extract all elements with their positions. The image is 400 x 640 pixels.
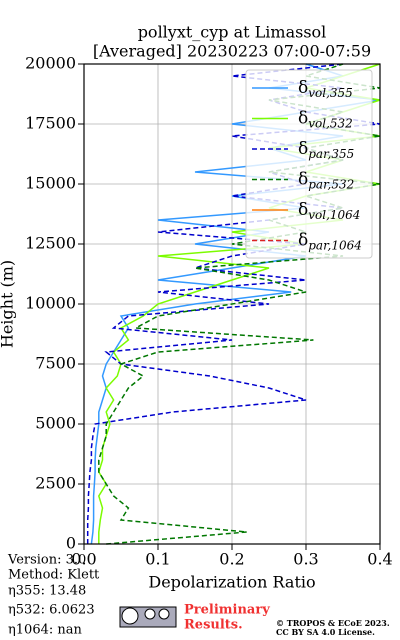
- info-line: Method: Klett: [8, 568, 100, 583]
- cc-logo: [119, 606, 177, 628]
- chart-subtitle: [Averaged] 20230223 07:00-07:59: [93, 42, 371, 61]
- license: © TROPOS & ECoE 2023.: [276, 618, 390, 628]
- legend-label: δpar,355: [298, 139, 354, 161]
- legend-label: δvol,355: [298, 78, 353, 100]
- x-tick-label: 0.2: [219, 550, 244, 569]
- x-tick-label: 0.4: [367, 550, 392, 569]
- legend-label: δpar,1064: [298, 230, 362, 252]
- legend-label: δpar,532: [298, 169, 354, 191]
- y-tick-label: 20000: [25, 54, 76, 73]
- plot-frame: [83, 63, 381, 545]
- y-tick-label: 7500: [35, 354, 76, 373]
- y-tick-label: 10000: [25, 294, 76, 313]
- info-line: η532: 6.0623: [8, 603, 95, 618]
- x-axis-label: Depolarization Ratio: [148, 573, 315, 592]
- info: Version: 3.0 Method: Klett η355: 13.48 η…: [7, 553, 100, 638]
- notice: Preliminary: [184, 603, 270, 618]
- notice: Results.: [184, 618, 243, 633]
- y-tick-label: 5000: [35, 414, 76, 433]
- x-tick-label: 0.0: [71, 550, 96, 569]
- info-line: η1064: nan: [8, 623, 83, 638]
- chart-title: pollyxt_cyp at Limassol: [138, 23, 327, 42]
- y-tick-label: 17500: [25, 114, 76, 133]
- y-tick-label: 12500: [25, 234, 76, 253]
- y-tick-label: 2500: [35, 474, 76, 493]
- license: CC BY SA 4.0 License.: [276, 627, 375, 637]
- x-tick-label: 0.3: [293, 550, 318, 569]
- info-line: Version: 3.0: [7, 553, 86, 568]
- legend-label: δvol,532: [298, 108, 353, 130]
- y-tick-label: 15000: [25, 174, 76, 193]
- legend: δvol,355 δvol,532 δpar,355 δpar,532 δvol,106…: [245, 69, 373, 259]
- x-tick-label: 0.1: [145, 550, 170, 569]
- legend-box: [245, 69, 373, 259]
- legend-label: δvol,1064: [298, 200, 360, 222]
- y-tick-label: 0: [66, 534, 76, 553]
- info-line: η355: 13.48: [8, 584, 86, 599]
- y-axis-label: Height (m): [0, 260, 17, 348]
